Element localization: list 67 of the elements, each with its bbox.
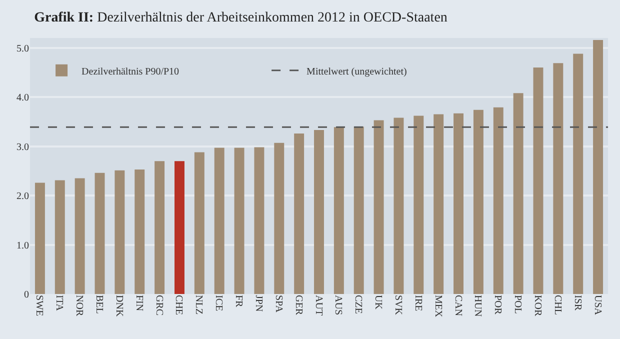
y-tick-label: 5.0 xyxy=(16,43,29,54)
x-tick-label: CZE xyxy=(352,295,364,314)
y-tick-label: 4.0 xyxy=(16,92,29,104)
y-tick-label: 3.0 xyxy=(16,142,29,153)
bar xyxy=(134,169,145,294)
x-tick-label: UK xyxy=(372,295,384,310)
x-tick-label: ITA xyxy=(54,295,65,312)
x-tick-label: GER xyxy=(292,295,304,316)
x-tick-label: BEL xyxy=(94,295,105,314)
x-tick-label: SVK xyxy=(392,295,404,316)
x-tick-label: POR xyxy=(492,295,504,315)
bar xyxy=(54,180,65,294)
x-tick-label: GRC xyxy=(153,295,164,316)
x-tick-label: CHE xyxy=(173,295,184,315)
bar xyxy=(533,68,544,294)
x-tick-label: USA xyxy=(592,295,603,316)
bar xyxy=(593,40,604,294)
bar xyxy=(174,161,184,294)
x-tick-label: FR xyxy=(233,295,244,308)
x-tick-label: ISR xyxy=(572,295,583,311)
x-tick-label: AUT xyxy=(312,295,324,316)
bar xyxy=(354,126,364,294)
bar xyxy=(294,134,304,294)
bar xyxy=(194,152,204,294)
x-tick-label: FIN xyxy=(133,295,144,312)
x-tick-label: SPA xyxy=(272,295,284,314)
bar xyxy=(34,182,45,294)
bar xyxy=(434,114,444,294)
bar xyxy=(414,116,424,294)
y-tick-label: 1.0 xyxy=(16,240,29,252)
bar xyxy=(454,113,464,294)
bar xyxy=(473,110,484,294)
x-tick-label: SWE xyxy=(34,295,45,316)
chart-title: Grafik II: Dezilverhältnis der Arbeitseinkommen 2012 in OECD-Staaten xyxy=(34,10,448,26)
x-tick-label: DNK xyxy=(113,295,124,318)
bar xyxy=(573,54,584,294)
bar xyxy=(154,161,165,294)
x-tick-label: IRE xyxy=(412,295,424,312)
bar xyxy=(234,148,244,294)
bar xyxy=(553,63,564,294)
bar xyxy=(334,127,344,294)
bar xyxy=(74,178,85,294)
bar xyxy=(493,107,504,294)
x-tick-label: MEX xyxy=(432,295,444,318)
y-tick-label: 2.0 xyxy=(16,191,29,202)
bar xyxy=(114,170,125,294)
bar xyxy=(274,142,284,294)
y-tick-label: 0 xyxy=(24,290,29,300)
x-tick-label: ICE xyxy=(213,295,224,312)
x-tick-label: HUN xyxy=(472,295,484,317)
legend-label: Dezilverhältnis P90/P10 xyxy=(82,66,180,78)
bar xyxy=(394,118,404,294)
x-tick-label: POL xyxy=(512,295,524,314)
x-tick-label: KOR xyxy=(532,295,543,316)
x-tick-label: CAN xyxy=(452,295,464,316)
bar xyxy=(214,148,224,294)
bar xyxy=(314,130,324,294)
legend-label: Mittelwert (ungewichtet) xyxy=(306,66,407,78)
x-tick-label: NOR xyxy=(74,295,85,316)
bar xyxy=(254,147,264,294)
bar xyxy=(513,93,524,294)
x-tick-label: NLZ xyxy=(193,295,204,314)
x-tick-label: JPN xyxy=(252,295,264,312)
x-tick-label: AUS xyxy=(332,295,344,316)
x-tick-label: CHL xyxy=(552,295,563,315)
bar xyxy=(94,172,105,294)
bar xyxy=(374,120,384,294)
